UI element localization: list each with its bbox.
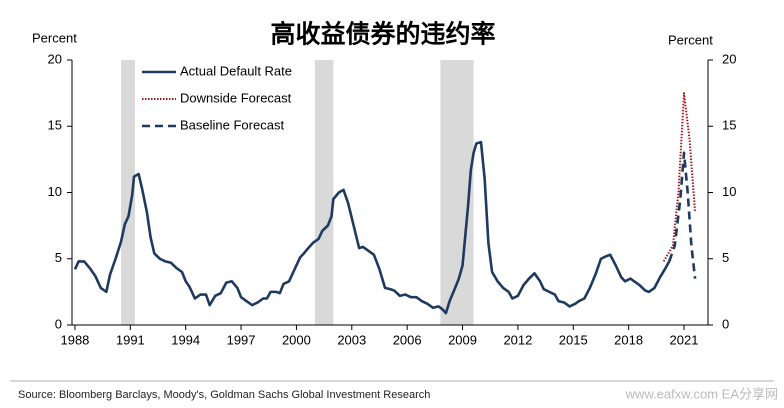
source: Source: Bloomberg Barclays, Moody's, Gol… [18, 389, 430, 401]
recession-band [121, 60, 135, 325]
x-tick-label: 2009 [448, 332, 477, 347]
y2-tick-label: 10 [722, 184, 736, 199]
x-tick-label: 1988 [60, 332, 89, 347]
recession-band [314, 60, 334, 325]
y2-tick-label: 20 [722, 51, 736, 66]
y-tick-label: 15 [48, 118, 62, 133]
series-line [668, 151, 697, 279]
series-line [73, 140, 671, 315]
x-tick-label: 1991 [116, 332, 145, 347]
x-tick-label: 2021 [670, 332, 699, 347]
y2-tick-label: 15 [722, 118, 736, 133]
x-tick-label: 2006 [393, 332, 422, 347]
x-tick-label: 1994 [171, 332, 200, 347]
series-line [662, 92, 697, 262]
x-tick-label: 2000 [282, 332, 311, 347]
legend-label: Actual Default Rate [180, 63, 292, 78]
y-tick-label: 20 [48, 51, 62, 66]
y-tick-label: 10 [48, 184, 62, 199]
legend-label: Baseline Forecast [180, 117, 284, 132]
y2-tick-label: 0 [722, 316, 729, 331]
y-tick-label: 0 [55, 316, 62, 331]
y-tick-label: 5 [55, 250, 62, 265]
x-tick-label: 2003 [337, 332, 366, 347]
x-tick-label: 2012 [503, 332, 532, 347]
y2-tick-label: 5 [722, 250, 729, 265]
x-tick-label: 2015 [559, 332, 588, 347]
x-tick-label: 2018 [614, 332, 643, 347]
chart-title: 高收益债券的违约率 [270, 20, 495, 49]
x-tick-label: 1997 [227, 332, 256, 347]
y-axis-label: Percent [32, 30, 77, 45]
watermark: www.eafxw.com EA分享网 [625, 386, 778, 401]
legend-label: Downside Forecast [180, 90, 292, 105]
y2-axis-label: Percent [668, 32, 713, 47]
